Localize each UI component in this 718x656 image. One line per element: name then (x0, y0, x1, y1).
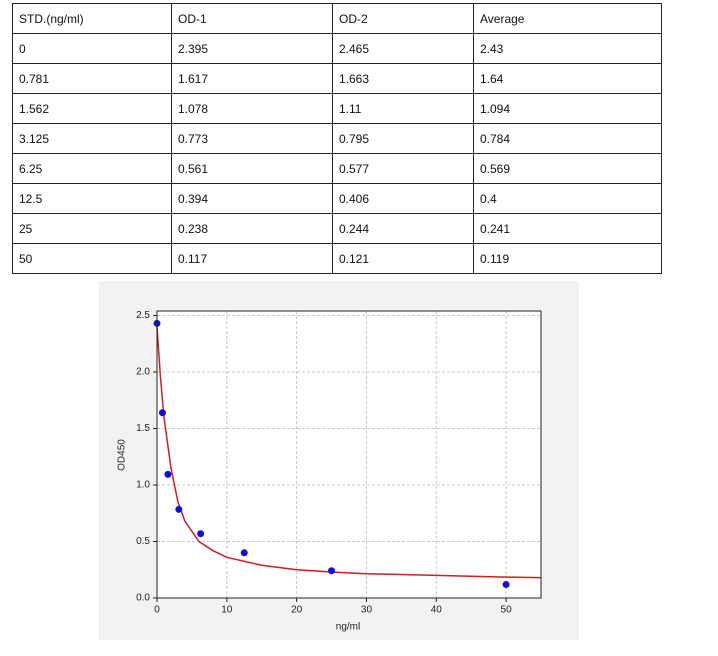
table-row: 3.125 0.773 0.795 0.784 (12, 123, 662, 154)
table-row: 25 0.238 0.244 0.241 (12, 213, 662, 244)
data-point (197, 530, 205, 538)
table-cell: Average (473, 3, 662, 34)
y-tick-label: 2.5 (136, 310, 150, 321)
data-point (328, 567, 336, 575)
x-tick-label: 0 (154, 605, 160, 616)
table-cell: 0.119 (473, 243, 662, 274)
y-tick-label: 0.0 (136, 593, 150, 604)
x-tick-label: 20 (291, 605, 303, 616)
table-cell: 0.117 (171, 243, 333, 274)
table-cell: 0.569 (473, 153, 662, 184)
table-cell: 2.465 (332, 33, 474, 64)
x-tick-label: 10 (221, 605, 233, 616)
table-cell: 50 (12, 243, 172, 274)
data-point (164, 470, 172, 478)
table-cell: 25 (12, 213, 172, 244)
fit-curve (156, 326, 542, 579)
table-cell: 1.562 (12, 93, 172, 124)
data-point (175, 505, 183, 513)
table-cell: OD-1 (171, 3, 333, 34)
table-cell: STD.(ng/ml) (12, 3, 172, 34)
y-tick-label: 0.5 (136, 536, 150, 547)
header-row: STD.(ng/ml) OD-1 OD-2 Average (12, 3, 662, 34)
y-axis-label: OD450 (117, 439, 128, 471)
table-row: 50 0.117 0.121 0.119 (12, 243, 662, 274)
x-tick-label: 30 (361, 605, 373, 616)
table-cell: 0.795 (332, 123, 474, 154)
y-tick-label: 1.5 (136, 423, 150, 434)
table-cell: 1.078 (171, 93, 333, 124)
table-cell: 0.244 (332, 213, 474, 244)
table-cell: 0.773 (171, 123, 333, 154)
table-cell: 0.121 (332, 243, 474, 274)
plot-area (157, 311, 541, 598)
table-row: 0 2.395 2.465 2.43 (12, 33, 662, 64)
data-point (240, 549, 248, 557)
table-row: 0.781 1.617 1.663 1.64 (12, 63, 662, 94)
data-point (158, 409, 166, 417)
x-tick-label: 40 (431, 605, 443, 616)
y-tick-label: 2.0 (136, 367, 150, 378)
x-tick-label: 50 (501, 605, 513, 616)
data-point (502, 581, 510, 589)
table-cell: 0.561 (171, 153, 333, 184)
table-cell: 0.406 (332, 183, 474, 214)
table-cell: 2.43 (473, 33, 662, 64)
data-table: STD.(ng/ml) OD-1 OD-2 Average 0 2.395 2.465 2.4… (12, 3, 662, 274)
plot-frame (156, 310, 542, 599)
table-cell: 0.238 (171, 213, 333, 244)
y-tick-label: 1.0 (136, 480, 150, 491)
x-axis-label: ng/ml (336, 622, 360, 633)
table-cell: 1.094 (473, 93, 662, 124)
